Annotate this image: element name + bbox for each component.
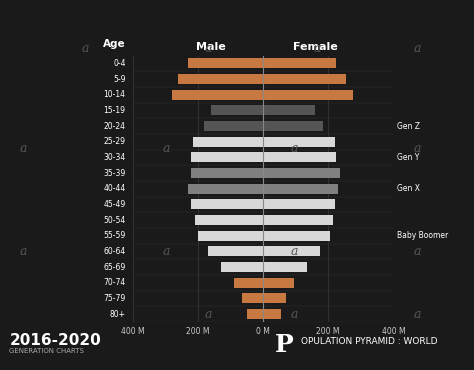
Bar bbox=[172, 90, 263, 100]
Text: Baby Boomer: Baby Boomer bbox=[397, 231, 449, 240]
Text: 65-69: 65-69 bbox=[103, 263, 126, 272]
Text: Age: Age bbox=[103, 39, 126, 49]
Bar bbox=[263, 74, 346, 84]
Text: a: a bbox=[290, 308, 298, 321]
Bar bbox=[263, 121, 323, 131]
Bar bbox=[263, 58, 337, 68]
Bar bbox=[263, 215, 333, 225]
Text: a: a bbox=[20, 245, 27, 258]
Bar bbox=[234, 278, 263, 288]
Text: a: a bbox=[162, 141, 170, 155]
Bar bbox=[263, 152, 337, 162]
Text: GENERATION CHARTS: GENERATION CHARTS bbox=[9, 348, 84, 354]
Text: a: a bbox=[162, 245, 170, 258]
Bar bbox=[191, 168, 263, 178]
Text: Gen Z: Gen Z bbox=[397, 121, 420, 131]
Bar bbox=[263, 105, 315, 115]
Bar bbox=[191, 152, 263, 162]
Text: a: a bbox=[290, 141, 298, 155]
Text: P: P bbox=[275, 333, 294, 357]
Text: 75-79: 75-79 bbox=[103, 294, 126, 303]
Bar bbox=[263, 293, 286, 303]
Bar bbox=[263, 309, 281, 319]
Bar bbox=[178, 74, 263, 84]
Bar bbox=[191, 199, 263, 209]
Text: a: a bbox=[290, 245, 298, 258]
Bar bbox=[263, 137, 335, 147]
Text: 55-59: 55-59 bbox=[103, 231, 126, 240]
Bar bbox=[188, 58, 263, 68]
Text: Gen Y: Gen Y bbox=[397, 153, 420, 162]
Text: OPULATION PYRAMID : WORLD: OPULATION PYRAMID : WORLD bbox=[301, 337, 438, 346]
Bar bbox=[263, 199, 335, 209]
Bar bbox=[263, 262, 307, 272]
Text: a: a bbox=[82, 41, 89, 55]
Text: a: a bbox=[413, 245, 421, 258]
Bar bbox=[221, 262, 263, 272]
Text: 50-54: 50-54 bbox=[103, 216, 126, 225]
Bar bbox=[193, 137, 263, 147]
Bar bbox=[263, 90, 353, 100]
Bar bbox=[208, 246, 263, 256]
Bar bbox=[263, 168, 340, 178]
Text: a: a bbox=[413, 308, 421, 321]
Text: Male: Male bbox=[196, 43, 226, 53]
Text: 2016-2020: 2016-2020 bbox=[9, 333, 101, 348]
Text: a: a bbox=[205, 41, 212, 55]
Text: 40-44: 40-44 bbox=[103, 184, 126, 193]
Bar bbox=[204, 121, 263, 131]
Text: 5-9: 5-9 bbox=[113, 74, 126, 84]
Text: 70-74: 70-74 bbox=[103, 278, 126, 287]
Text: Gen X: Gen X bbox=[397, 184, 420, 193]
Text: 30-34: 30-34 bbox=[103, 153, 126, 162]
Bar bbox=[263, 246, 320, 256]
Text: 0-4: 0-4 bbox=[113, 59, 126, 68]
Text: 15-19: 15-19 bbox=[104, 106, 126, 115]
Text: 10-14: 10-14 bbox=[104, 90, 126, 99]
Text: Female: Female bbox=[293, 43, 337, 53]
Bar bbox=[195, 215, 263, 225]
Bar bbox=[263, 231, 330, 241]
Text: 80+: 80+ bbox=[109, 310, 126, 319]
Text: 45-49: 45-49 bbox=[103, 200, 126, 209]
Bar bbox=[242, 293, 263, 303]
Bar bbox=[188, 184, 263, 194]
Text: 35-39: 35-39 bbox=[103, 168, 126, 178]
Text: a: a bbox=[314, 41, 321, 55]
Bar bbox=[263, 184, 338, 194]
Text: a: a bbox=[205, 308, 212, 321]
Text: 60-64: 60-64 bbox=[103, 247, 126, 256]
Bar bbox=[263, 278, 294, 288]
Bar bbox=[247, 309, 263, 319]
Text: a: a bbox=[413, 41, 421, 55]
Text: 25-29: 25-29 bbox=[104, 137, 126, 146]
Text: a: a bbox=[20, 141, 27, 155]
Bar bbox=[198, 231, 263, 241]
Bar bbox=[211, 105, 263, 115]
Text: 20-24: 20-24 bbox=[104, 121, 126, 131]
Text: a: a bbox=[413, 141, 421, 155]
